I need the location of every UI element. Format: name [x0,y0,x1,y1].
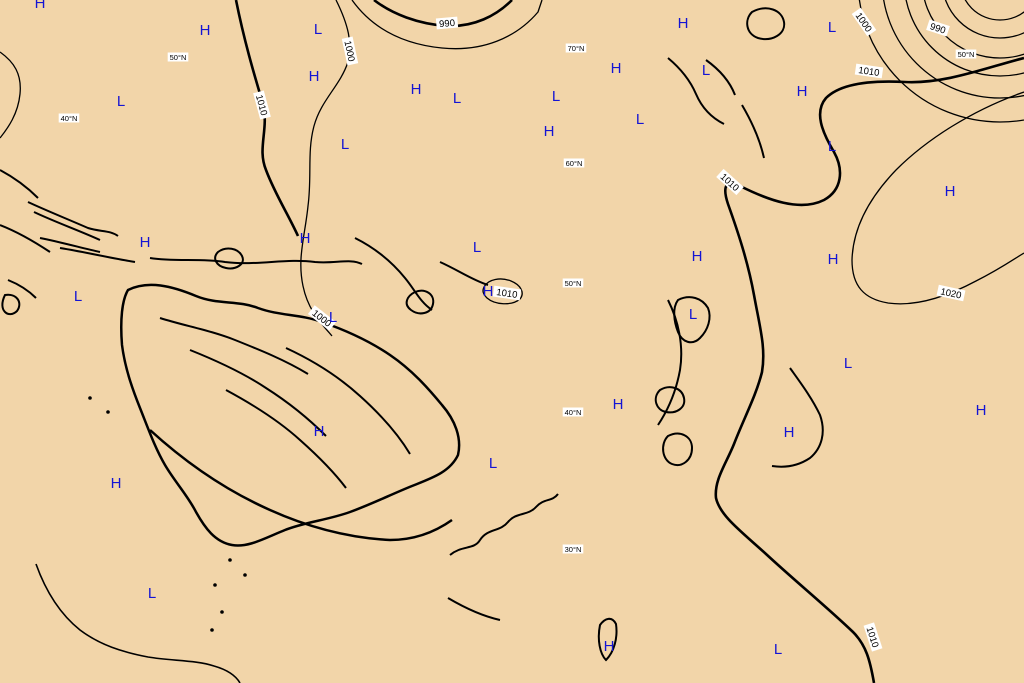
cyclone-isobar-ring [883,0,1024,99]
isobar-1010-closed-low [482,278,523,305]
isobar-label: 1000 [341,36,359,66]
low-pressure-marker: L [636,111,644,128]
isobar-label-text: 1010 [858,65,880,79]
cyclone-isobar-ring [944,0,1024,39]
latitude-label-text: 60°N [566,159,583,168]
cyclone-isobar-ring [858,0,1024,123]
high-pressure-marker: H [797,83,808,100]
isobar-label: 990 [926,19,950,37]
cyclone-isobar-ring [923,0,1024,59]
isobar-label: 1020 [936,284,966,302]
latitude-label: 50°N [562,278,584,288]
latitude-labels: 50°N 40°N 70°N 60°N 50°N 40°N 30°N 50°N [58,43,977,554]
high-pressure-marker: H [111,475,122,492]
high-pressure-marker: H [604,638,615,655]
isobar-1010-east [714,56,1024,683]
low-pressure-marker: L [314,21,322,38]
latitude-label-text: 70°N [568,44,585,53]
isobar-label-text: 990 [439,18,456,30]
low-pressure-marker: L [552,88,560,105]
latitude-label: 50°N [167,52,189,62]
cyclone-isobar-ring [964,0,1024,21]
high-pressure-marker: H [309,68,320,85]
low-pressure-marker: L [828,19,836,36]
cyclone-isobar-ring [905,0,1024,77]
latitude-label: 50°N [955,49,977,59]
high-pressure-marker: H [828,251,839,268]
low-pressure-marker: L [774,641,782,658]
low-pressure-marker: L [117,93,125,110]
low-pressure-marker: L [473,239,481,256]
isobar-label-text: 1010 [253,94,269,117]
high-pressure-marker: H [976,402,987,419]
pressure-markers: H H L H L H L L H H L L H L L H L H H L H H L H L H H L L H H H L L H H L [35,0,987,658]
cyclone-isobar-rings [858,0,1024,123]
isobar-label: 1010 [854,63,884,79]
isobar-label: 1010 [253,90,271,120]
low-pressure-marker: L [702,62,710,79]
latitude-label-text: 50°N [958,50,975,59]
latitude-label: 70°N [565,43,587,53]
low-pressure-marker: L [329,309,337,326]
high-pressure-marker: H [945,183,956,200]
isobar-monsoon-trough [35,563,241,683]
isobar-label-text: 1010 [496,287,518,301]
high-pressure-marker: H [613,396,624,413]
latitude-label: 40°N [562,407,584,417]
low-pressure-marker: L [148,585,156,602]
latitude-label: 30°N [562,544,584,554]
low-pressure-marker: L [489,455,497,472]
high-pressure-marker: H [300,230,311,247]
isobar-995-top [351,0,543,50]
isobar-label-text: 1000 [341,40,356,63]
isobar-label-text: 990 [928,21,946,36]
latitude-label-text: 40°N [61,114,78,123]
isobar-label-text: 1020 [939,286,962,301]
high-pressure-marker: H [611,60,622,77]
isobar-1010-west [234,0,300,237]
high-pressure-marker: H [692,248,703,265]
high-pressure-marker: H [544,123,555,140]
latitude-label-text: 30°N [565,545,582,554]
latitude-label-text: 50°N [170,53,187,62]
latitude-label-text: 40°N [565,408,582,417]
low-pressure-marker: L [341,136,349,153]
high-pressure-marker: H [784,424,795,441]
low-pressure-marker: L [828,138,836,155]
high-pressure-marker: H [411,81,422,98]
latitude-label-text: 50°N [565,279,582,288]
high-pressure-marker: H [200,22,211,39]
isobar-1020-pacific [851,91,1024,305]
high-pressure-marker: H [35,0,46,12]
mountain-contours [0,7,824,662]
high-pressure-marker: H [483,283,494,300]
high-pressure-marker: H [678,15,689,32]
high-pressure-marker: H [140,234,151,251]
low-pressure-marker: L [844,355,852,372]
latitude-label: 60°N [563,158,585,168]
isobar-label: 1010 [492,285,522,301]
isobar-label: 990 [435,16,459,30]
latitude-label: 40°N [58,113,80,123]
low-pressure-marker: L [689,306,697,323]
low-pressure-marker: L [74,288,82,305]
low-pressure-marker: L [453,90,461,107]
isobar-left-edge [0,51,21,139]
high-pressure-marker: H [314,423,325,440]
